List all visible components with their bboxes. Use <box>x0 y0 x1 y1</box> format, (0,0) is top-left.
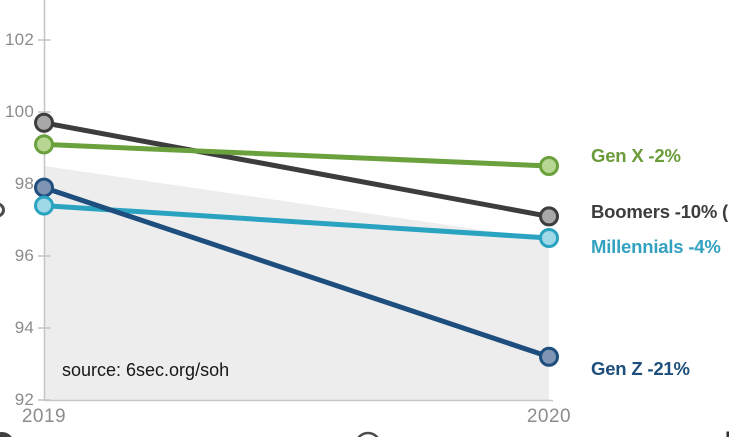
marker-gen-z-2020 <box>539 346 559 367</box>
cropped-corner-dot-bottom-left <box>0 432 12 437</box>
cropped-circle-bottom-center <box>357 431 379 437</box>
y-axis-label: 92 <box>14 390 34 409</box>
marker-millennials-2019 <box>34 195 54 216</box>
series-line-gen-z <box>41 185 552 360</box>
y-axis-label: 94 <box>14 318 34 337</box>
cropped-mark-bottom-right <box>726 431 729 437</box>
x-axis-label: 2019 <box>21 406 67 427</box>
y-axis-label: 96 <box>14 246 34 265</box>
reference-band <box>44 166 549 400</box>
y-axis-label: 102 <box>5 30 34 49</box>
y-axis-label: 98 <box>14 174 34 193</box>
marker-boomers-2020 <box>539 206 559 227</box>
legend-label-gen-z: Gen Z -21% <box>591 357 690 379</box>
series-line-boomers <box>41 120 552 219</box>
series-line-millennials <box>41 203 552 241</box>
marker-millennials-2020 <box>539 228 559 248</box>
y-axis-label: 100 <box>5 102 34 121</box>
legend-label-boomers: Boomers -10% ( <box>591 201 729 223</box>
marker-gen-x-2019 <box>34 134 54 155</box>
x-axis-label: 2020 <box>526 406 572 427</box>
marker-gen-x-2020 <box>539 156 559 176</box>
legend-label-gen-x: Gen X -2% <box>591 145 681 166</box>
source-caption: source: 6sec.org/soh <box>62 360 230 380</box>
series-line-gen-x <box>41 141 552 169</box>
legend-label-millennials: Millennials -4% <box>591 236 721 257</box>
marker-boomers-2019 <box>34 112 54 133</box>
marker-gen-z-2019 <box>34 177 54 198</box>
cropped-glyph-left-edge <box>0 202 5 218</box>
